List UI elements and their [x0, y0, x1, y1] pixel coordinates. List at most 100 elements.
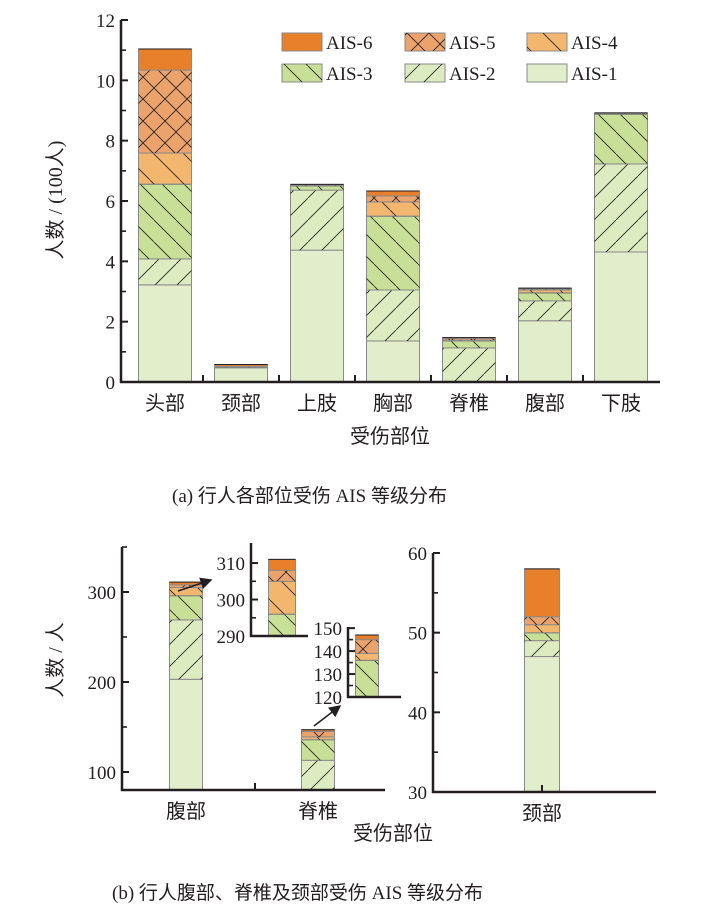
bar-ais-6	[355, 634, 379, 641]
y-tick-label: 0	[106, 373, 116, 394]
bar-hatch	[268, 581, 296, 615]
bar-hatch	[301, 739, 335, 761]
legend-label: AIS-4	[571, 33, 618, 54]
bar-ais-6	[138, 48, 192, 71]
x-tick-label: 胸部	[373, 392, 413, 415]
y-tick-label: 60	[408, 544, 427, 565]
bar-hatch	[524, 640, 560, 657]
y-tick-label: 30	[408, 783, 427, 804]
y-tick-label: 40	[408, 703, 427, 724]
arrow-to-inset-spine	[313, 705, 342, 727]
bar-hatch	[290, 190, 344, 251]
legend-hatch	[527, 33, 567, 51]
bar-hatch	[518, 300, 572, 321]
x-tick-label: 颈部	[522, 802, 562, 825]
y-tick-label: 140	[314, 642, 343, 663]
caption-a: (a) 行人各部位受伤 AIS 等级分布	[172, 486, 447, 507]
bar-hatch	[366, 289, 420, 341]
bar-ais-1	[594, 251, 648, 383]
bar-hatch	[524, 624, 560, 633]
bar-hatch	[524, 632, 560, 641]
y-tick-label: 6	[106, 192, 116, 213]
bar-hatch	[366, 201, 420, 217]
bar-ais-6	[268, 558, 296, 571]
y-axis-title: 人数 / (100人)	[44, 141, 67, 260]
x-tick-label: 脊椎	[449, 392, 489, 415]
bar-ais-1	[290, 249, 344, 383]
legend-hatch	[405, 33, 445, 51]
y-tick-label: 120	[314, 688, 343, 709]
bar-hatch	[138, 184, 192, 259]
arrow-to-inset-abdomen	[177, 577, 213, 592]
bar-hatch	[138, 258, 192, 285]
legend-label: AIS-6	[326, 33, 372, 54]
bar-hatch	[169, 584, 203, 588]
y-tick-label: 130	[314, 665, 343, 686]
legend-label: AIS-1	[571, 64, 617, 85]
y-tick-label: 150	[314, 619, 343, 640]
bar-hatch	[442, 340, 496, 348]
bar-hatch	[355, 653, 379, 661]
y-tick-label: 2	[106, 313, 116, 334]
y-tick-label: 12	[96, 11, 115, 32]
bar-hatch	[518, 289, 572, 293]
bar-hatch	[268, 614, 296, 636]
legend-swatch-ais-6	[281, 32, 323, 52]
bar-hatch	[301, 760, 335, 790]
legend-label: AIS-2	[449, 64, 495, 85]
bar-hatch	[524, 616, 560, 625]
bar-hatch	[518, 292, 572, 301]
bar-hatch	[169, 619, 203, 680]
x-tick-label: 脊椎	[298, 800, 338, 823]
bar-hatch	[290, 185, 344, 191]
bar-hatch	[138, 153, 192, 185]
bar-ais-1	[366, 340, 420, 383]
y-tick-label: 100	[88, 763, 117, 784]
y-axis-title: 人数 / 人	[44, 622, 67, 698]
bar-hatch	[301, 736, 335, 740]
bar-hatch	[169, 595, 203, 620]
bar-hatch	[366, 195, 420, 202]
y-tick-label: 290	[217, 627, 246, 648]
bar-ais-1	[138, 284, 192, 383]
legend-hatch	[282, 64, 322, 82]
bar-hatch	[366, 216, 420, 290]
bar-ais-1	[169, 678, 203, 791]
x-tick-label: 上肢	[297, 392, 337, 415]
x-tick-label: 下肢	[601, 392, 641, 415]
bar-hatch	[138, 70, 192, 154]
x-tick-label: 腹部	[166, 800, 206, 823]
bar-ais-1	[518, 320, 572, 383]
y-tick-label: 8	[106, 132, 116, 153]
y-tick-label: 300	[88, 583, 117, 604]
bar-ais-6	[366, 190, 420, 197]
caption-b: (b) 行人腹部、脊椎及颈部受伤 AIS 等级分布	[112, 883, 484, 904]
x-axis-title: 受伤部位	[353, 822, 433, 845]
x-tick-label: 头部	[145, 392, 185, 415]
y-tick-label: 310	[217, 554, 246, 575]
bar-hatch	[355, 639, 379, 654]
y-tick-label: 4	[106, 252, 116, 273]
y-tick-label: 50	[408, 624, 427, 645]
bar-ais-1	[524, 656, 560, 793]
legend-swatch-ais-1	[526, 63, 568, 83]
legend-label: AIS-3	[326, 64, 372, 85]
bar-hatch	[594, 163, 648, 252]
bar-hatch	[268, 570, 296, 582]
bar-hatch	[301, 731, 335, 737]
bar-hatch	[355, 660, 379, 697]
y-tick-label: 200	[88, 673, 117, 694]
bar-hatch	[442, 347, 496, 382]
bar-ais-6	[524, 568, 560, 618]
x-tick-label: 腹部	[525, 392, 565, 415]
bar-hatch	[169, 587, 203, 596]
bar-hatch	[442, 338, 496, 341]
legend-label: AIS-5	[449, 33, 495, 54]
legend-hatch	[405, 64, 445, 82]
y-tick-label: 10	[96, 71, 115, 92]
x-axis-title: 受伤部位	[350, 425, 430, 448]
x-tick-label: 颈部	[221, 392, 261, 415]
y-tick-label: 300	[217, 591, 246, 612]
bar-hatch	[594, 114, 648, 164]
